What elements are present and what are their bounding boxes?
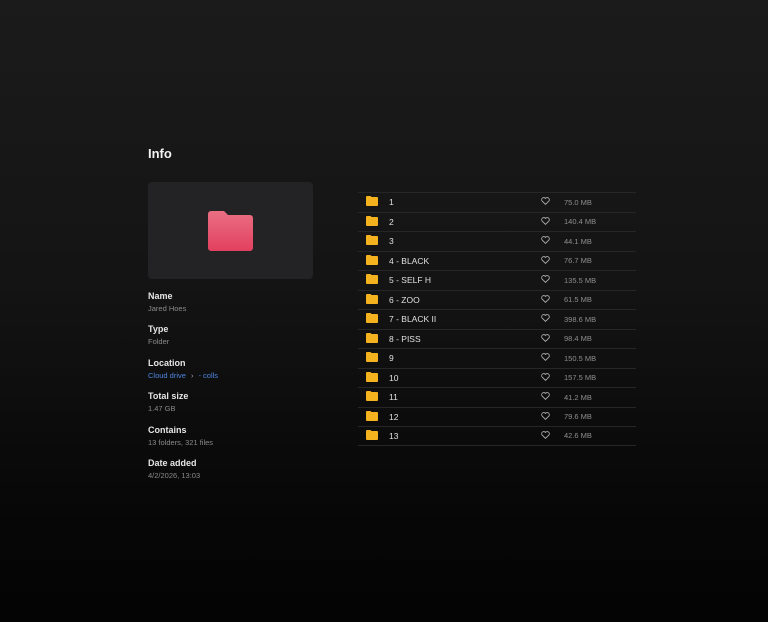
contains-label: Contains: [148, 425, 187, 435]
chevron-right-icon: ›: [190, 371, 194, 380]
folder-icon: [366, 215, 378, 228]
folder-icon: [366, 235, 378, 247]
folder-icon: [366, 196, 378, 208]
folder-size: 61.5 MB: [564, 295, 592, 305]
folder-name: 2: [389, 216, 394, 227]
info-title: Info: [148, 146, 172, 161]
folder-icon: [366, 313, 378, 325]
total-size-label: Total size: [148, 391, 189, 401]
folder-row[interactable]: 4 - BLACK 76.7 MB: [358, 250, 636, 271]
folder-row[interactable]: 3 44.1 MB: [358, 231, 636, 251]
folder-size: 98.4 MB: [564, 334, 592, 344]
folder-icon: [366, 429, 378, 442]
heart-icon[interactable]: [541, 353, 553, 363]
folder-name: 8 - PISS: [389, 333, 421, 344]
folder-size: 135.5 MB: [564, 275, 597, 285]
heart-icon[interactable]: [541, 216, 553, 227]
folder-row[interactable]: 1 75.0 MB: [358, 192, 636, 212]
folder-icon: [366, 371, 378, 384]
folder-name: 13: [389, 430, 399, 441]
folder-icon: [366, 254, 378, 267]
folder-row[interactable]: 6 - ZOO 61.5 MB: [358, 289, 636, 310]
folder-name: 1: [389, 197, 394, 208]
folder-size: 42.6 MB: [564, 431, 592, 441]
heart-icon[interactable]: [541, 372, 553, 383]
folder-name: 4 - BLACK: [389, 255, 430, 266]
folder-icon: [366, 293, 378, 306]
type-value: Folder: [148, 337, 170, 346]
folder-size: 150.5 MB: [564, 353, 597, 363]
contains-value: 13 folders, 321 files: [148, 438, 214, 447]
total-size-field: Total size 1.47 GB: [148, 391, 188, 413]
name-value: Jared Hoes: [148, 304, 187, 313]
folder-icon: [208, 210, 253, 251]
location-field: Location Cloud drive › - colls: [148, 358, 218, 380]
name-field: Name Jared Hoes: [148, 291, 186, 313]
folder-row[interactable]: 9 150.5 MB: [358, 348, 636, 368]
folder-icon: [366, 391, 378, 403]
folder-size: 157.5 MB: [564, 373, 597, 383]
folder-name: 7 - BLACK II: [389, 314, 437, 325]
folder-list: 1 75.0 MB 2 140.4 MB 3 44.1 MB 4 - BLACK…: [358, 192, 636, 446]
heart-icon[interactable]: [541, 197, 553, 207]
heart-icon[interactable]: [541, 236, 553, 246]
heart-icon[interactable]: [541, 333, 553, 344]
folder-size: 79.6 MB: [564, 412, 592, 422]
heart-icon[interactable]: [541, 255, 553, 266]
folder-size: 75.0 MB: [564, 197, 592, 207]
folder-size: 140.4 MB: [564, 217, 597, 227]
folder-row[interactable]: 8 - PISS 98.4 MB: [358, 328, 636, 349]
folder-row[interactable]: 12 79.6 MB: [358, 406, 636, 427]
date-added-value: 4/2/2026, 13:03: [148, 471, 201, 480]
folder-row[interactable]: 5 - SELF H 135.5 MB: [358, 270, 636, 290]
folder-size: 398.6 MB: [564, 314, 597, 324]
folder-row[interactable]: 7 - BLACK II 398.6 MB: [358, 309, 636, 329]
folder-icon: [366, 410, 378, 423]
folder-icon: [366, 352, 378, 364]
heart-icon[interactable]: [541, 314, 553, 324]
folder-name: 5 - SELF H: [389, 275, 432, 286]
heart-icon[interactable]: [541, 294, 553, 305]
folder-name: 11: [389, 392, 398, 403]
folder-row[interactable]: 10 157.5 MB: [358, 367, 636, 388]
heart-icon[interactable]: [541, 392, 553, 402]
folder-preview: [148, 182, 313, 279]
folder-name: 3: [389, 236, 394, 247]
folder-size: 41.2 MB: [564, 392, 592, 402]
location-folder-link[interactable]: - colls: [198, 371, 219, 380]
total-size-value: 1.47 GB: [148, 404, 176, 413]
location-label: Location: [148, 358, 186, 368]
folder-name: 10: [389, 372, 399, 383]
date-added-field: Date added 4/2/2026, 13:03: [148, 458, 200, 480]
folder-size: 44.1 MB: [564, 236, 592, 246]
heart-icon[interactable]: [541, 275, 553, 285]
folder-row[interactable]: 11 41.2 MB: [358, 387, 636, 407]
heart-icon[interactable]: [541, 411, 553, 422]
folder-row[interactable]: 13 42.6 MB: [358, 426, 636, 446]
type-label: Type: [148, 324, 169, 334]
folder-size: 76.7 MB: [564, 256, 592, 266]
date-added-label: Date added: [148, 458, 197, 468]
folder-icon: [366, 274, 378, 286]
heart-icon[interactable]: [541, 430, 553, 441]
folder-icon: [366, 332, 378, 345]
folder-name: 9: [389, 353, 394, 364]
location-root-link[interactable]: Cloud drive: [148, 371, 186, 380]
name-label: Name: [148, 291, 173, 301]
contains-field: Contains 13 folders, 321 files: [148, 425, 213, 447]
type-field: Type Folder: [148, 324, 169, 346]
folder-row[interactable]: 2 140.4 MB: [358, 211, 636, 232]
folder-name: 6 - ZOO: [389, 294, 420, 305]
folder-name: 12: [389, 411, 399, 422]
